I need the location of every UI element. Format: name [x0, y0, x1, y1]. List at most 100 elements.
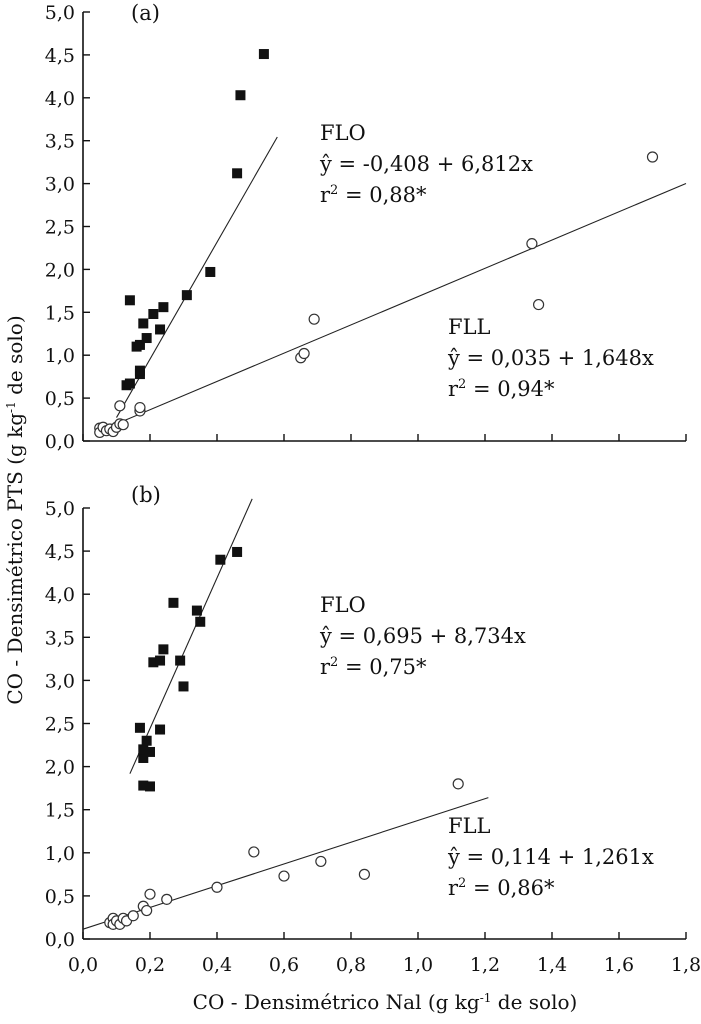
x-tick-label: 0,8 — [336, 954, 366, 976]
x-tick-label: 1,0 — [403, 954, 433, 976]
y-tick-label: 3,5 — [45, 131, 75, 153]
data-point-fll — [308, 313, 320, 325]
data-point-flo — [148, 309, 159, 320]
regression-equation: ŷ = -0,408 + 6,812x — [319, 152, 533, 176]
data-point-flo — [134, 339, 145, 350]
y-axis-title: CO - Densimétrico PTS (g kg-1 de solo) — [3, 315, 27, 704]
y-tick-label: 3,0 — [45, 670, 75, 692]
x-tick-label: 0,2 — [135, 954, 165, 976]
r-squared-label: r2 = 0,88* — [320, 183, 427, 207]
data-point-fll — [211, 881, 223, 893]
data-point-fll — [141, 904, 153, 917]
data-point-flo — [232, 546, 243, 557]
y-tick-label: 2,5 — [45, 217, 75, 239]
data-point-fll — [161, 893, 173, 905]
data-point-fll — [278, 870, 290, 882]
series-name-flo: FLO — [320, 593, 366, 617]
data-point-flo — [175, 655, 186, 666]
data-point-fll — [114, 400, 126, 412]
y-tick-label: 1,0 — [45, 345, 75, 367]
fit-line-flo — [129, 498, 253, 774]
panel-b: 0,0 0,5 1,0 1,5 2,0 2,5 3,0 3,5 4,0 4,5 5,0 0,0 0,2 0… — [45, 483, 701, 976]
y-tick-label: 3,0 — [45, 174, 75, 196]
x-tick-label: 0,4 — [202, 954, 232, 976]
y-tick-label: 0,5 — [45, 388, 75, 410]
x-tick-label: 0,6 — [269, 954, 299, 976]
y-tick-label: 1,5 — [45, 302, 75, 324]
y-tick-label: 0,5 — [45, 886, 75, 908]
data-point-flo — [138, 752, 149, 763]
regression-equation: ŷ = 0,035 + 1,648x — [447, 346, 654, 370]
fit-line-fll — [99, 182, 687, 432]
r-squared-label: r2 = 0,94* — [448, 377, 555, 401]
y-tick-label: 4,0 — [45, 584, 75, 606]
data-point-flo — [138, 318, 149, 329]
data-point-flo — [141, 735, 152, 746]
data-point-flo — [155, 655, 166, 666]
panel-a: 0,0 0,5 1,0 1,5 2,0 2,5 3,0 3,5 4,0 4,5 5,0 (a) FLO ŷ… — [45, 1, 687, 453]
y-tick-label: 4,0 — [45, 88, 75, 110]
y-tick-label: 0,0 — [45, 431, 75, 453]
x-tick-label: 1,2 — [470, 954, 500, 976]
series-name-fll: FLL — [448, 315, 491, 339]
data-point-flo — [235, 90, 246, 101]
y-tick-label: 3,5 — [45, 627, 75, 649]
data-point-flo — [124, 295, 135, 306]
data-point-fll — [298, 347, 310, 360]
panel-label: (b) — [131, 483, 161, 507]
data-point-flo — [138, 744, 149, 755]
x-tick-label: 1,4 — [537, 954, 567, 976]
data-point-fll — [452, 778, 464, 790]
y-tick-label: 0,0 — [45, 929, 75, 951]
data-point-fll — [144, 888, 156, 900]
data-point-flo — [134, 722, 145, 733]
y-tick-label: 4,5 — [45, 541, 75, 563]
data-point-flo — [191, 605, 202, 616]
data-point-fll — [532, 298, 545, 311]
data-point-fll — [646, 151, 659, 163]
data-point-flo — [158, 302, 169, 313]
data-point-fll — [315, 855, 327, 868]
x-tick-label: 1,6 — [604, 954, 634, 976]
data-point-flo — [158, 644, 169, 655]
data-point-fll — [127, 910, 139, 922]
data-point-flo — [155, 724, 166, 735]
data-point-flo — [205, 266, 216, 277]
data-point-flo — [215, 554, 226, 565]
data-point-fll — [117, 419, 129, 431]
data-point-flo — [178, 681, 189, 692]
y-tick-label: 1,5 — [45, 800, 75, 822]
y-tick-label: 5,0 — [45, 2, 75, 24]
x-tick-label: 0,0 — [68, 954, 98, 976]
data-point-flo — [145, 746, 155, 757]
y-tick-label: 4,5 — [45, 45, 75, 67]
series-name-flo: FLO — [320, 121, 366, 145]
data-point-flo — [124, 378, 135, 389]
series-name-fll: FLL — [448, 814, 491, 838]
data-point-flo — [138, 780, 149, 791]
r-squared-label: r2 = 0,86* — [448, 876, 555, 900]
data-point-fll — [358, 868, 370, 880]
data-point-flo — [155, 324, 166, 335]
x-tick-label: 1,8 — [671, 954, 701, 976]
data-point-fll — [134, 401, 146, 414]
regression-equation: ŷ = 0,114 + 1,261x — [447, 845, 654, 869]
regression-equation: ŷ = 0,695 + 8,734x — [319, 624, 526, 648]
data-point-flo — [181, 290, 192, 301]
y-tick-label: 1,0 — [45, 843, 75, 865]
y-tick-label: 2,0 — [45, 259, 75, 281]
data-point-fll — [248, 846, 260, 858]
r-squared-label: r2 = 0,75* — [320, 655, 427, 679]
data-point-flo — [168, 597, 179, 608]
data-point-flo — [141, 333, 152, 344]
data-point-flo — [145, 781, 155, 792]
y-tick-label: 2,5 — [45, 714, 75, 736]
y-tick-label: 5,0 — [45, 498, 75, 520]
data-point-flo — [148, 657, 159, 668]
data-point-fll — [526, 238, 538, 250]
panel-label: (a) — [131, 1, 160, 25]
x-axis-title: CO - Densimétrico Nal (g kg-1 de solo) — [193, 990, 578, 1014]
data-point-flo — [258, 49, 269, 60]
data-point-flo — [134, 365, 145, 376]
